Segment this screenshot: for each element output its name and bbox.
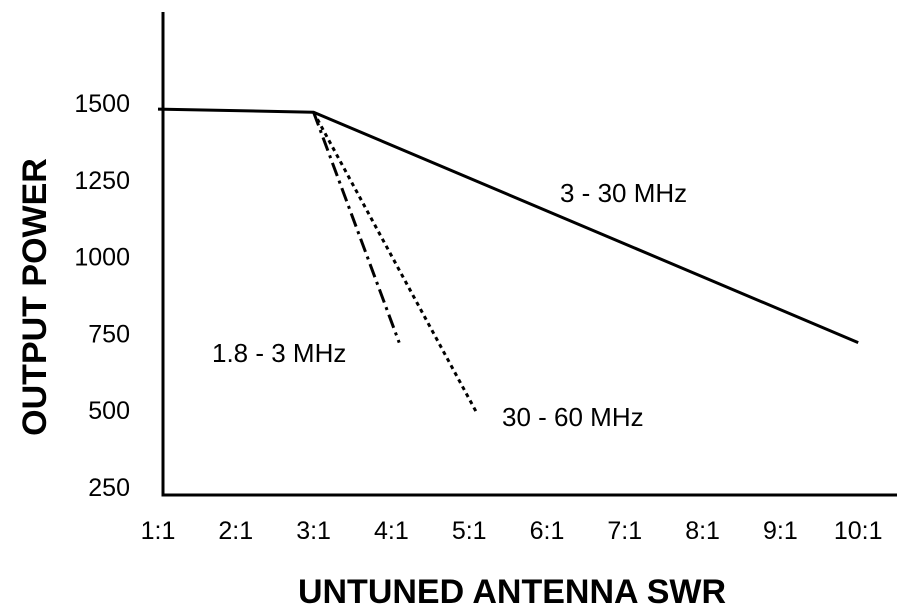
x-tick-label-10-1: 10:1 bbox=[834, 517, 883, 545]
x-tick-label-9-1: 9:1 bbox=[763, 517, 798, 545]
x-tick-label-2-1: 2:1 bbox=[218, 517, 253, 545]
series-line-1-8-3-mhz bbox=[312, 111, 401, 344]
x-tick-labels: 1:1 2:1 3:1 4:1 5:1 6:1 7:1 8:1 9:1 10:1 bbox=[141, 517, 883, 545]
series-label-3-30-mhz: 3 - 30 MHz bbox=[560, 178, 687, 208]
y-axis-title: OUTPUT POWER bbox=[16, 158, 54, 436]
x-tick-label-8-1: 8:1 bbox=[685, 517, 720, 545]
y-tick-label-1250: 1250 bbox=[74, 167, 130, 195]
y-tick-label-250: 250 bbox=[88, 474, 130, 502]
series-line-30-60-mhz bbox=[312, 111, 479, 414]
y-tick-label-500: 500 bbox=[88, 397, 130, 425]
series-line-3-30-mhz bbox=[157, 107, 859, 344]
x-tick-label-6-1: 6:1 bbox=[530, 517, 565, 545]
y-tick-label-1000: 1000 bbox=[74, 244, 130, 272]
x-axis-title: UNTUNED ANTENNA SWR bbox=[298, 573, 726, 610]
y-tick-labels: 250 500 750 1000 1250 1500 bbox=[74, 90, 130, 502]
x-tick-label-5-1: 5:1 bbox=[452, 517, 487, 545]
x-tick-label-3-1: 3:1 bbox=[296, 517, 331, 545]
series-label-1-8-3-mhz: 1.8 - 3 MHz bbox=[212, 338, 346, 368]
series-label-30-60-mhz: 30 - 60 MHz bbox=[502, 402, 644, 432]
x-tick-label-1-1: 1:1 bbox=[141, 517, 176, 545]
y-tick-label-750: 750 bbox=[88, 320, 130, 348]
x-tick-label-7-1: 7:1 bbox=[607, 517, 642, 545]
axes bbox=[161, 12, 897, 497]
series-lines bbox=[157, 107, 859, 414]
x-tick-label-4-1: 4:1 bbox=[374, 517, 409, 545]
y-tick-label-1500: 1500 bbox=[74, 90, 130, 118]
